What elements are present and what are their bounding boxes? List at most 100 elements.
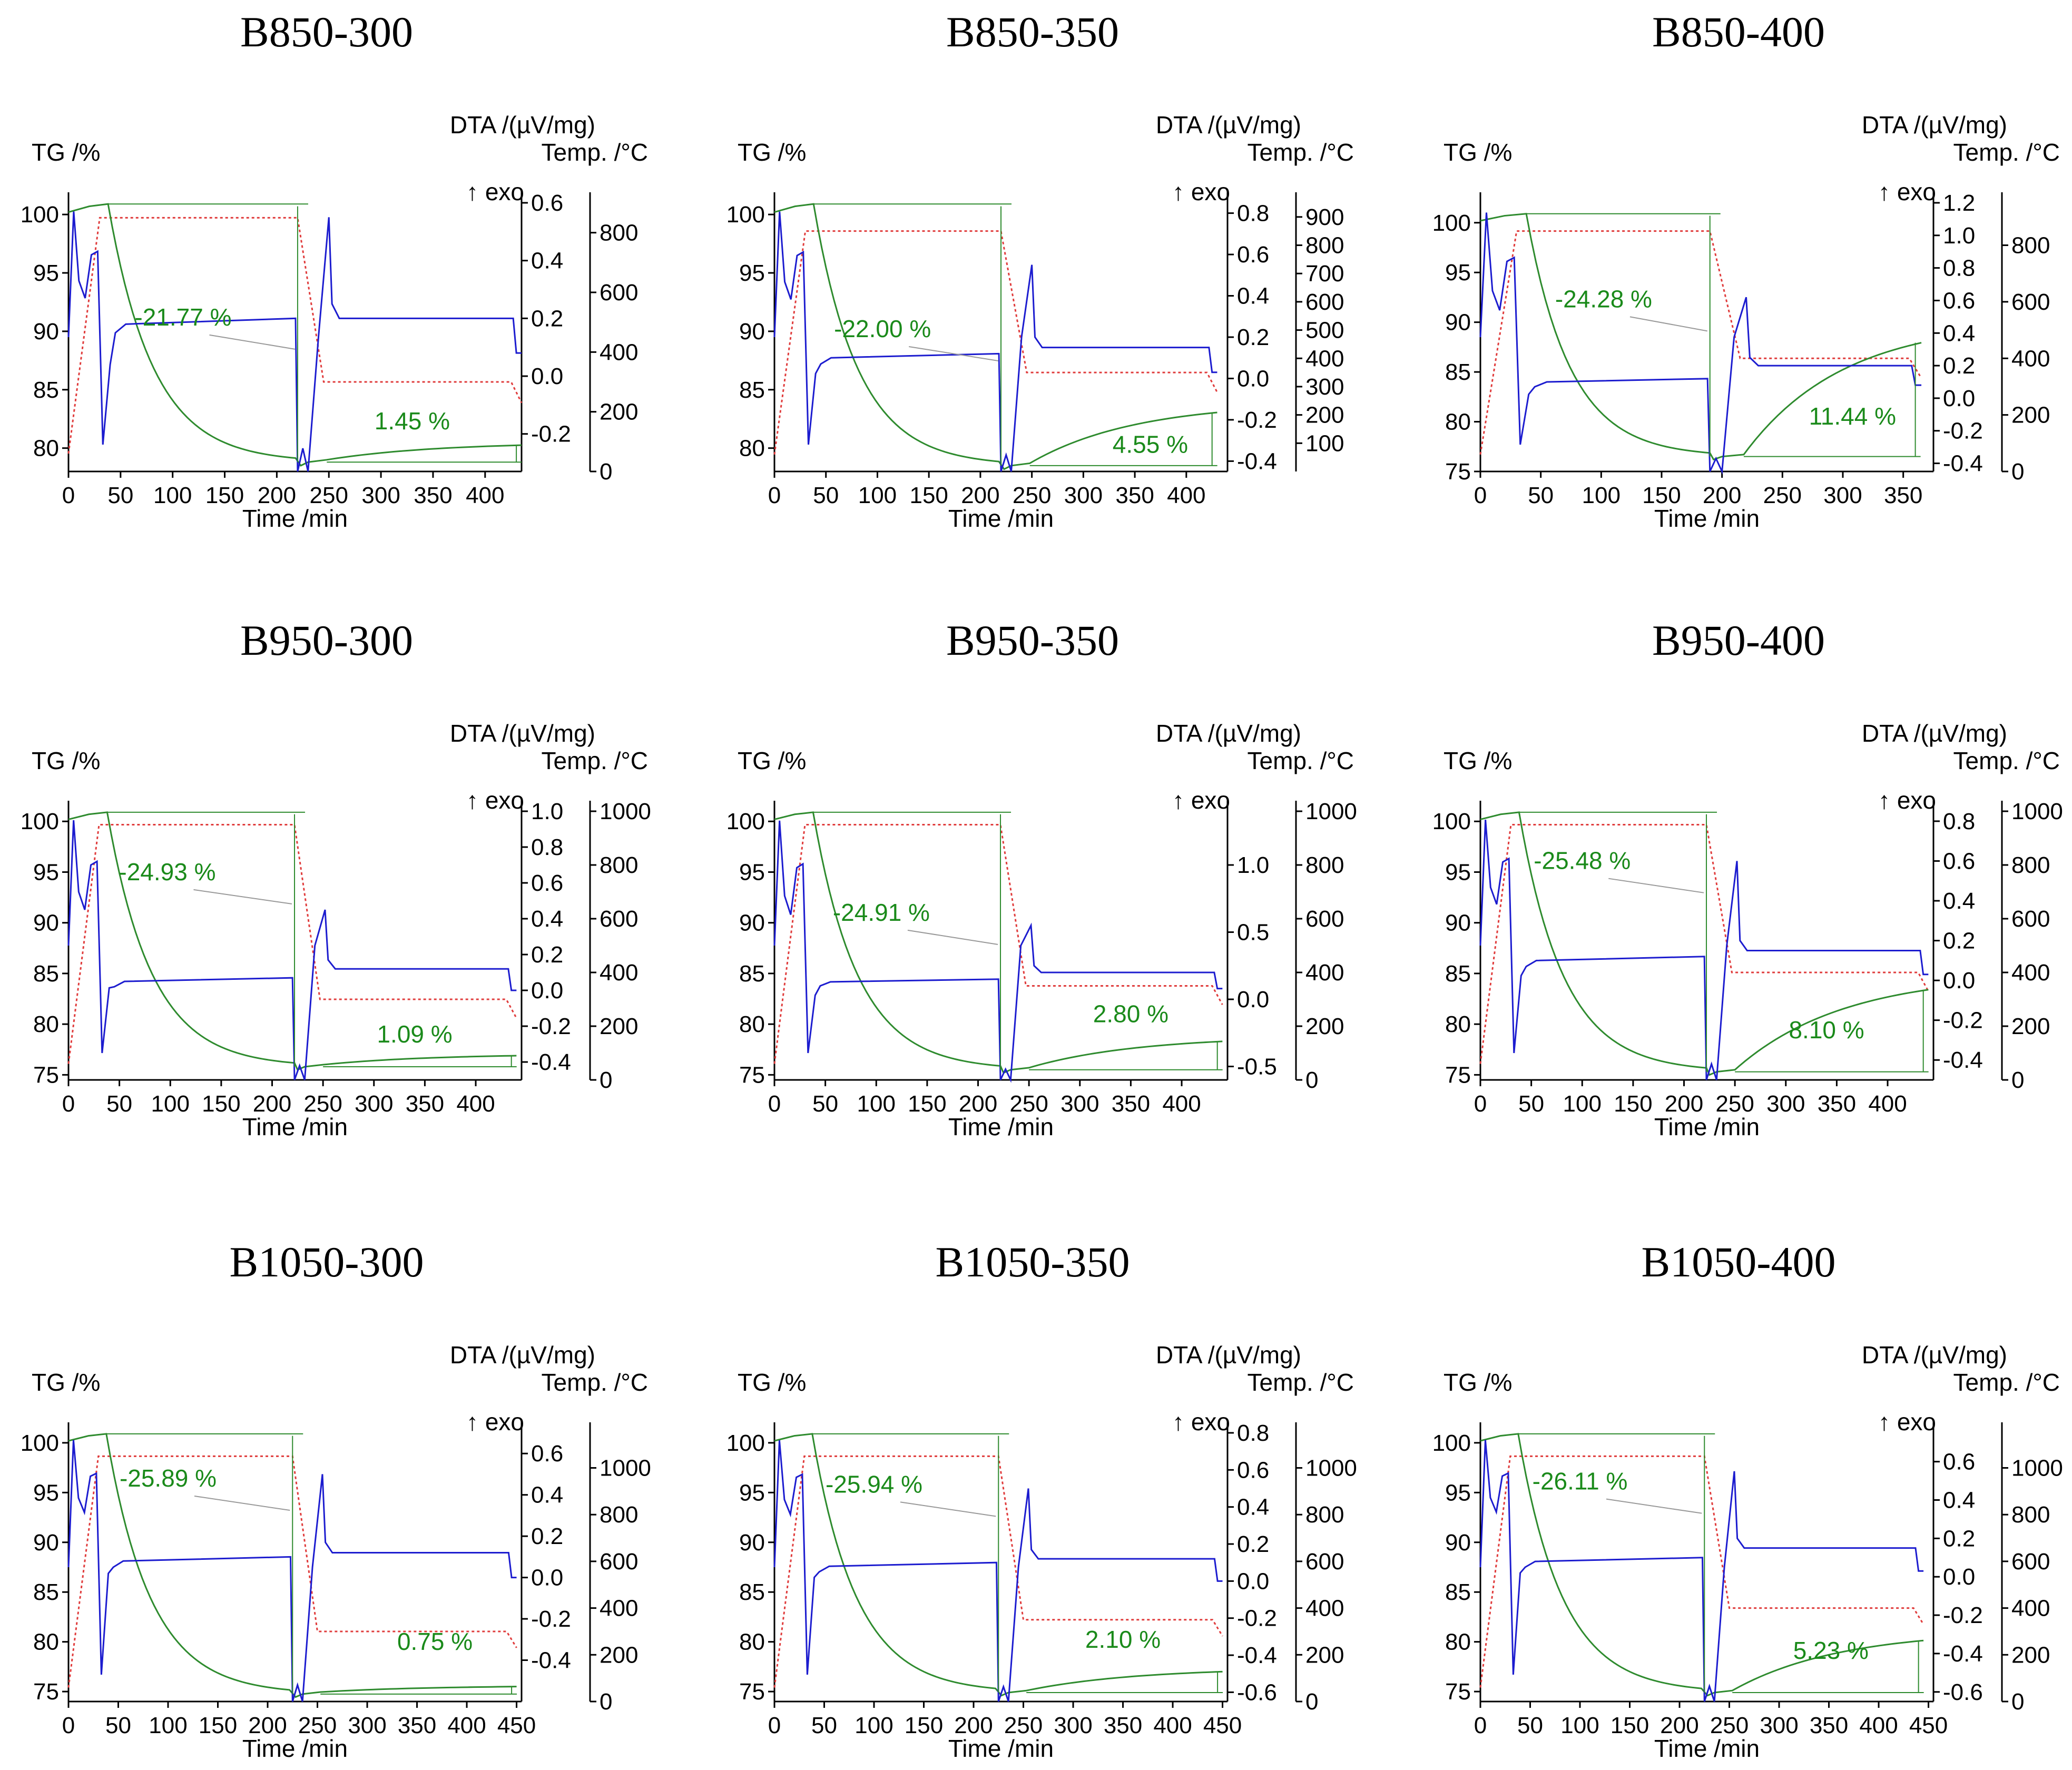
- tg-tick-label: 75: [1445, 1062, 1471, 1088]
- dta-tick-label: 0.6: [1943, 1449, 1975, 1475]
- temp-tick-label: 200: [1305, 402, 1344, 428]
- temp-tick-label: 600: [1305, 289, 1344, 315]
- exo-label: ↑ exo: [1172, 1408, 1230, 1435]
- tg-tick-label: 95: [33, 1480, 59, 1506]
- dta-curve: [773, 820, 1223, 1083]
- temp-tick-label: 200: [2011, 402, 2050, 428]
- dta-tick-label: -0.2: [531, 1014, 571, 1039]
- temp-axis-title: Temp. /°C: [542, 747, 648, 774]
- x-tick-label: 350: [1810, 1713, 1848, 1738]
- mass-gain-label: 4.55 %: [1113, 431, 1188, 458]
- tg-tick-label: 100: [726, 1430, 765, 1456]
- temp-tick-label: 1000: [1305, 799, 1357, 824]
- chart-panel: B950-400 TG /% DTA /(µV/mg)Temp. /°C ↑ exo T…: [1432, 616, 2063, 1140]
- x-tick-label: 300: [361, 483, 400, 508]
- chart-title: B1050-350: [936, 1238, 1130, 1286]
- tg-tick-label: 85: [33, 1579, 59, 1605]
- x-tick-label: 400: [466, 483, 504, 508]
- dta-axis-title: DTA /(µV/mg): [1156, 111, 1301, 139]
- temp-tick-label: 900: [1305, 204, 1344, 230]
- x-tick-label: 300: [1064, 483, 1103, 508]
- chart-title: B1050-300: [230, 1238, 424, 1286]
- dta-axis-title: DTA /(µV/mg): [1156, 1341, 1301, 1369]
- tg-tick-label: 95: [739, 859, 765, 885]
- x-tick-label: 0: [768, 483, 781, 508]
- tg-tick-label: 95: [1445, 859, 1471, 885]
- mass-loss-leader: [1608, 878, 1704, 893]
- temp-tick-label: 200: [600, 1642, 638, 1668]
- dta-tick-label: -0.4: [1237, 1643, 1277, 1668]
- x-tick-label: 450: [497, 1713, 536, 1738]
- chart-title: B950-400: [1652, 616, 1825, 664]
- dta-tick-label: -0.2: [1943, 418, 1983, 444]
- dta-curve: [773, 211, 1217, 472]
- temp-tick-label: 700: [1305, 261, 1344, 287]
- tg-tick-label: 80: [33, 1011, 59, 1037]
- mass-loss-label: -25.94 %: [826, 1470, 922, 1498]
- x-tick-label: 100: [855, 1713, 893, 1738]
- tg-tick-label: 85: [739, 1579, 765, 1605]
- temp-tick-label: 600: [2011, 1549, 2050, 1575]
- dta-tick-label: -0.2: [1237, 1606, 1277, 1631]
- dta-tick-label: 0.4: [531, 248, 563, 274]
- x-axis-title: Time /min: [1654, 505, 1760, 532]
- tg-curve: [68, 1433, 517, 1698]
- temperature-curve: [67, 824, 517, 1064]
- temp-tick-label: 600: [2011, 289, 2050, 315]
- temp-tick-label: 0: [600, 459, 612, 485]
- x-tick-label: 350: [1884, 483, 1922, 508]
- dta-tick-label: 0.0: [531, 363, 563, 389]
- dta-tick-label: 0.0: [1943, 1564, 1975, 1590]
- chart-title: B950-350: [946, 616, 1119, 664]
- mass-loss-label: -24.91 %: [833, 899, 930, 926]
- x-tick-label: 200: [253, 1091, 291, 1117]
- tg-tick-label: 80: [33, 436, 59, 461]
- x-tick-label: 300: [1060, 1091, 1099, 1117]
- dta-tick-label: -0.2: [1237, 407, 1277, 433]
- dta-tick-label: 0.8: [1943, 809, 1975, 834]
- x-tick-label: 0: [1474, 1091, 1487, 1117]
- temp-axis-title: Temp. /°C: [542, 1369, 648, 1396]
- x-tick-label: 150: [905, 1713, 943, 1738]
- x-tick-label: 200: [248, 1713, 287, 1738]
- temp-tick-label: 0: [1305, 1689, 1318, 1715]
- tg-curve: [68, 203, 522, 467]
- dta-tick-label: 0.4: [1943, 1488, 1975, 1513]
- temp-tick-label: 200: [600, 1014, 638, 1039]
- mass-gain-label: 2.10 %: [1085, 1626, 1161, 1653]
- x-tick-label: 350: [1104, 1713, 1142, 1738]
- x-tick-label: 0: [62, 483, 75, 508]
- x-tick-label: 350: [1115, 483, 1154, 508]
- x-tick-label: 100: [1560, 1713, 1599, 1738]
- dta-tick-label: -0.2: [1943, 1602, 1983, 1628]
- tg-tick-label: 95: [33, 260, 59, 286]
- x-tick-label: 200: [959, 1091, 997, 1117]
- temp-tick-label: 400: [600, 1596, 638, 1621]
- temp-tick-label: 800: [600, 220, 638, 246]
- dta-tick-label: 0.0: [1943, 968, 1975, 994]
- x-tick-label: 400: [456, 1091, 495, 1117]
- chart-title: B850-400: [1652, 8, 1825, 56]
- dta-tick-label: 0.2: [1943, 928, 1975, 954]
- mass-loss-leader: [900, 1501, 996, 1517]
- dta-tick-label: 0.4: [531, 906, 563, 932]
- dta-tick-label: 1.0: [1943, 223, 1975, 249]
- temperature-curve: [773, 230, 1218, 455]
- x-tick-label: 400: [1167, 483, 1205, 508]
- temp-tick-label: 600: [600, 280, 638, 306]
- dta-tick-label: 0.5: [1237, 920, 1269, 946]
- tg-tick-label: 95: [1445, 260, 1471, 286]
- mass-gain-label: 1.09 %: [377, 1020, 452, 1048]
- temp-tick-label: 0: [2011, 1689, 2024, 1715]
- tg-curve: [774, 811, 1223, 1074]
- tg-tick-label: 75: [33, 1679, 59, 1705]
- temp-tick-label: 800: [2011, 233, 2050, 259]
- x-tick-label: 50: [811, 1713, 837, 1738]
- exo-label: ↑ exo: [466, 1408, 524, 1435]
- dta-tick-label: 0.4: [1237, 1494, 1269, 1520]
- tg-axis-title: TG /%: [738, 1369, 806, 1396]
- temp-tick-label: 300: [1305, 374, 1344, 400]
- x-axis-title: Time /min: [1654, 1113, 1760, 1140]
- x-tick-label: 250: [1004, 1713, 1043, 1738]
- tg-tick-label: 100: [1432, 1430, 1471, 1456]
